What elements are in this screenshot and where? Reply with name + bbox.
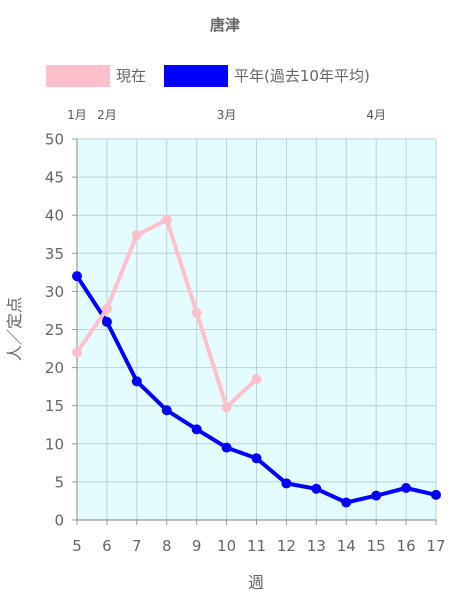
month-label: 2月 [97,108,117,122]
legend-item-current[interactable]: 現在 [46,65,146,87]
data-point [131,230,142,241]
grid-lines [77,138,437,520]
x-tick-label: 17 [426,537,445,555]
y-tick-label: 50 [45,131,64,149]
data-point [101,316,112,327]
x-tick-label: 9 [192,537,202,555]
x-tick-labels: 5 6 7 8 9 10 11 12 13 14 15 16 17 [72,537,445,555]
month-label: 3月 [217,108,237,122]
y-tick-label: 40 [45,207,64,225]
y-tick-label: 15 [45,397,64,415]
data-point [131,376,142,387]
x-tick-label: 12 [277,537,296,555]
data-point [251,374,262,385]
data-point [191,307,202,318]
data-point [72,347,82,358]
x-tick-label: 11 [247,537,266,555]
legend-swatch-average [164,65,228,87]
x-tick-label: 13 [307,537,326,555]
data-point [161,214,172,225]
series-0 [72,214,262,413]
x-axis-label: 週 [248,573,264,592]
legend: 現在 平年(過去10年平均) [46,65,370,87]
series-layer [72,214,441,508]
data-point [341,497,352,508]
data-point [251,453,262,464]
y-tick-label: 35 [45,245,64,263]
x-tick-label: 15 [367,537,386,555]
data-point [72,271,82,282]
x-tick-label: 10 [217,537,236,555]
x-tick-label: 8 [162,537,172,555]
data-point [221,402,232,413]
axes [72,138,437,525]
y-tick-label: 30 [45,283,64,301]
month-label: 4月 [366,108,386,122]
month-label: 1月 [67,108,87,122]
y-tick-label: 20 [45,359,64,377]
data-point [401,482,412,493]
data-point [371,490,382,501]
data-point [221,442,232,453]
data-point [311,483,322,494]
y-tick-label: 25 [45,321,64,339]
legend-label-current: 現在 [116,67,146,85]
month-labels: 1月 2月 3月 4月 [67,108,386,122]
y-tick-label: 0 [54,512,64,530]
legend-label-average: 平年(過去10年平均) [234,67,370,85]
data-point [191,424,202,435]
x-tick-label: 5 [72,537,82,555]
data-point [161,405,172,416]
x-tick-label: 16 [397,537,416,555]
legend-item-average[interactable]: 平年(過去10年平均) [164,65,370,87]
x-tick-label: 7 [132,537,142,555]
y-tick-labels: 0 5 10 15 20 25 30 35 40 45 50 [45,131,64,530]
x-tick-label: 14 [337,537,356,555]
x-tick-label: 6 [102,537,112,555]
y-tick-label: 10 [45,435,64,453]
y-tick-label: 45 [45,169,64,187]
series-1 [72,271,441,508]
y-tick-label: 5 [54,473,64,491]
data-point [431,489,441,500]
data-point [101,303,112,314]
y-axis-label: 人／定点 [5,297,24,361]
data-point [281,478,292,489]
legend-swatch-current [46,65,110,87]
chart-title: 唐津 [210,16,240,34]
